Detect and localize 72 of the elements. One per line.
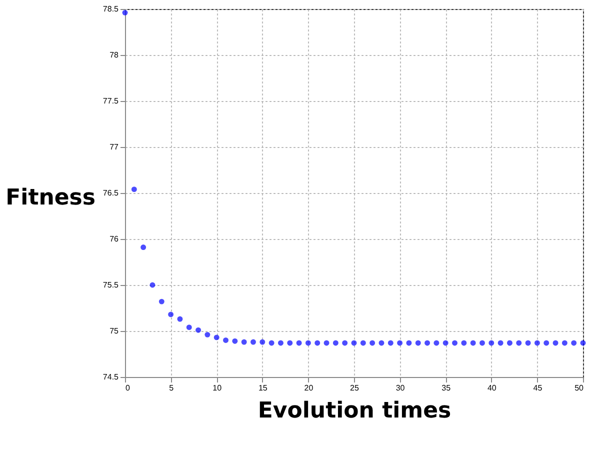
point bbox=[186, 324, 192, 330]
y-tick-label: 78 bbox=[110, 50, 120, 60]
point bbox=[177, 316, 183, 322]
point bbox=[498, 340, 504, 346]
point bbox=[480, 340, 485, 346]
point bbox=[525, 340, 531, 346]
x-tick-label: 10 bbox=[212, 384, 222, 392]
x-tick-label: 0 bbox=[126, 384, 130, 392]
point bbox=[314, 340, 320, 346]
point bbox=[268, 340, 274, 346]
x-tick-label: 15 bbox=[258, 384, 268, 392]
point bbox=[424, 340, 430, 346]
point bbox=[324, 340, 330, 346]
point bbox=[223, 337, 228, 343]
point bbox=[196, 327, 202, 333]
point bbox=[388, 340, 394, 346]
point bbox=[241, 339, 247, 345]
point bbox=[342, 340, 348, 346]
point bbox=[415, 340, 421, 346]
x-tick-label: 50 bbox=[574, 384, 584, 392]
point bbox=[332, 340, 338, 346]
point bbox=[378, 340, 384, 346]
point bbox=[562, 340, 568, 346]
y-tick-label: 77.5 bbox=[102, 96, 120, 106]
x-tick-label: 5 bbox=[169, 384, 174, 392]
point bbox=[442, 340, 448, 346]
point bbox=[434, 340, 440, 346]
point bbox=[260, 339, 266, 345]
y-tick-label: 77 bbox=[110, 142, 120, 152]
point bbox=[150, 282, 156, 288]
x-tick-label: 45 bbox=[533, 384, 543, 392]
point bbox=[360, 340, 366, 346]
x-tick-label: 35 bbox=[442, 384, 452, 392]
point bbox=[571, 340, 577, 346]
x-tick-label: 40 bbox=[487, 384, 497, 392]
point bbox=[250, 339, 256, 345]
x-tick-label: 30 bbox=[396, 384, 406, 392]
point bbox=[461, 340, 467, 346]
y-tick-label: 78.5 bbox=[102, 4, 120, 14]
point bbox=[214, 334, 220, 340]
point bbox=[296, 340, 302, 346]
point bbox=[168, 312, 174, 318]
point bbox=[452, 340, 458, 346]
point bbox=[534, 340, 540, 346]
point bbox=[140, 244, 146, 250]
point bbox=[397, 340, 403, 346]
point bbox=[488, 340, 494, 346]
point bbox=[544, 340, 550, 346]
point bbox=[406, 340, 412, 346]
point bbox=[131, 186, 137, 192]
y-tick-label: 74.5 bbox=[102, 372, 120, 382]
point bbox=[552, 340, 558, 346]
x-tick-label: 20 bbox=[304, 384, 314, 392]
y-axis-title: Fitness bbox=[6, 186, 96, 210]
point bbox=[278, 340, 284, 346]
point bbox=[470, 340, 476, 346]
y-tick-label: 76.5 bbox=[102, 188, 120, 198]
x-axis-title: Evolution times bbox=[258, 398, 452, 424]
point bbox=[158, 298, 164, 304]
point bbox=[580, 340, 586, 346]
point bbox=[232, 338, 238, 344]
point bbox=[204, 332, 210, 338]
point bbox=[516, 340, 522, 346]
x-tick-label: 25 bbox=[350, 384, 360, 392]
point bbox=[506, 340, 512, 346]
point bbox=[287, 340, 293, 346]
point bbox=[305, 340, 311, 346]
y-tick-label: 75 bbox=[110, 326, 120, 336]
y-tick-label: 75.5 bbox=[102, 280, 120, 290]
point bbox=[351, 340, 357, 346]
point bbox=[370, 340, 376, 346]
y-tick-label: 76 bbox=[110, 234, 120, 244]
